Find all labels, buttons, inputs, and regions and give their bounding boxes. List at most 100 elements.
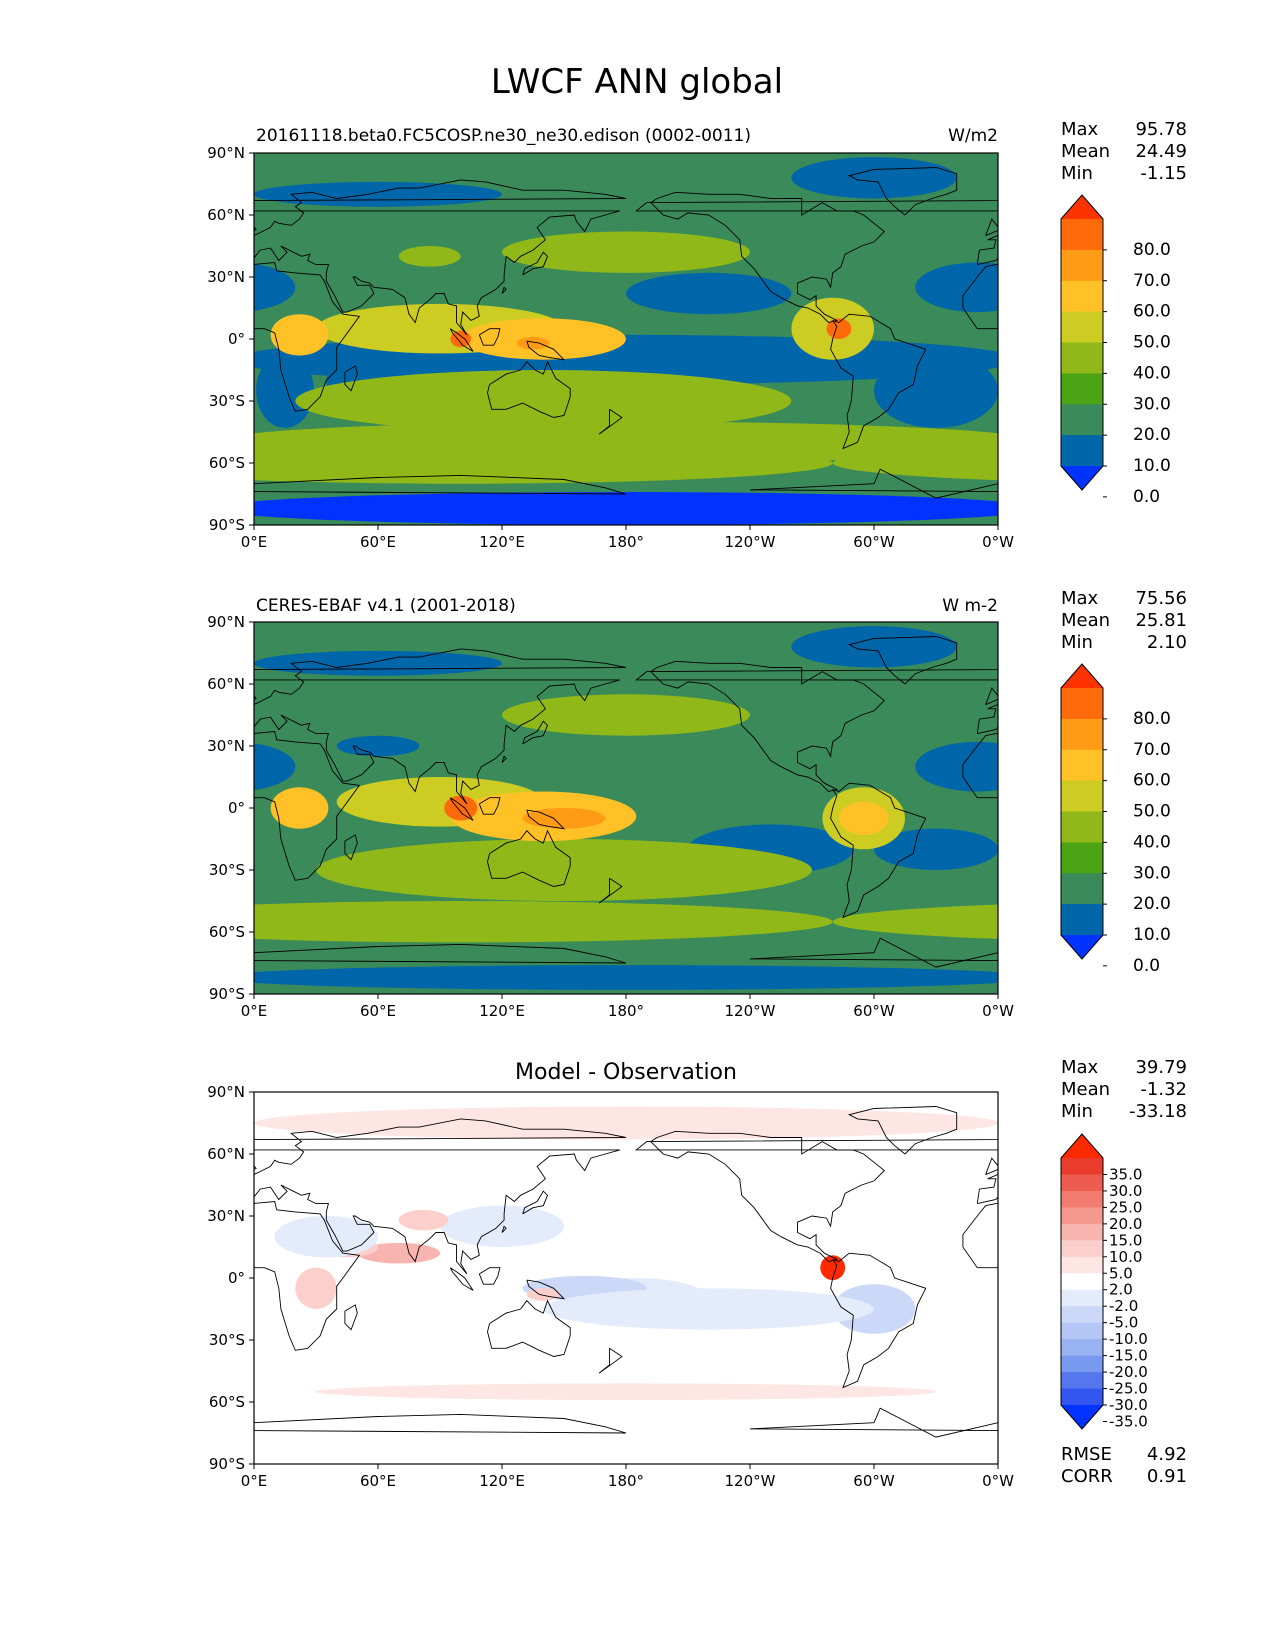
stat-rmse-value: 4.92 <box>1147 1444 1187 1465</box>
contour-region <box>1163 864 1275 897</box>
coastline <box>1271 341 1275 360</box>
coastline <box>449 797 474 821</box>
contour-region <box>1246 694 1275 735</box>
coastline <box>1232 362 1275 418</box>
colorbar-label: 50.0 <box>1133 333 1171 353</box>
colorbar-segment <box>1061 1355 1103 1373</box>
colorbar-label: 0.0 <box>1133 487 1160 507</box>
x-tick-label: 0°W <box>982 1002 1014 1020</box>
colorbar-segment <box>1061 749 1103 782</box>
contour-region <box>254 1106 998 1140</box>
contour-region <box>0 232 6 273</box>
y-tick-label: 60°N <box>207 206 245 224</box>
coastline <box>847 1106 958 1155</box>
colorbar-label: -25.0 <box>1109 1380 1148 1398</box>
coastline <box>344 365 358 392</box>
coastline <box>254 648 627 805</box>
panel-units: W m-2 <box>942 596 998 616</box>
coastline <box>526 340 566 361</box>
contour-region <box>1188 796 1221 821</box>
coastline <box>344 1304 358 1331</box>
stat-rmse-label: RMSE <box>1061 1444 1112 1465</box>
y-tick-label: 60°S <box>209 454 245 472</box>
colorbar-label: 15.0 <box>1109 1231 1142 1249</box>
colorbar-segment <box>1061 780 1103 812</box>
y-tick-label: 90°N <box>207 613 245 631</box>
stat-max-label: Max <box>1061 1057 1099 1078</box>
contour-region <box>526 1288 560 1301</box>
contour-region <box>254 433 296 452</box>
stat-min-value: -1.15 <box>1140 163 1187 184</box>
contour-region <box>1271 1288 1275 1300</box>
colorbar: 80.0 70.0 60.0 50.0 40.0 30.0 20.0 10.0 0.0 <box>1060 663 1171 976</box>
colorbar-label: 30.0 <box>1109 1182 1142 1200</box>
contour-region <box>295 1267 337 1310</box>
y-tick-label: 0° <box>228 1269 245 1287</box>
contour-region <box>76 1255 101 1280</box>
contour-region <box>254 501 296 516</box>
contour-region <box>0 820 47 845</box>
y-tick-label: 90°S <box>209 516 245 534</box>
stat-min-label: Min <box>1061 1101 1093 1122</box>
coastline <box>847 167 958 216</box>
colorbar-extend-top <box>1061 664 1103 688</box>
contour-region <box>1194 792 1275 842</box>
coastline <box>1267 252 1275 275</box>
contour-region <box>0 1107 254 1140</box>
panel-title: Model - Observation <box>515 1060 737 1085</box>
coastline <box>598 408 623 435</box>
contour-region <box>1261 337 1275 349</box>
x-tick-label: 0°E <box>241 1472 268 1490</box>
contour-region <box>95 802 145 835</box>
contour-region <box>256 353 314 428</box>
contour-region <box>398 245 461 267</box>
contour-region <box>791 626 957 668</box>
contour-region <box>1267 1276 1275 1301</box>
coastline <box>487 360 571 418</box>
stat-min-value: 2.10 <box>1147 632 1187 653</box>
coastline <box>650 660 885 792</box>
x-tick-label: 60°E <box>360 533 396 551</box>
colorbar-extend-top <box>1061 1134 1103 1158</box>
colorbar-label: -20.0 <box>1109 1363 1148 1381</box>
stats-block: Max 95.78 Mean 24.49 Min -1.15 <box>1061 119 1187 184</box>
coastline <box>254 262 361 412</box>
coastline <box>1194 329 1217 352</box>
coastline <box>749 1407 998 1438</box>
colorbar: 35.030.025.020.015.010.05.02.0-2.0-5.0-1… <box>1060 1133 1148 1430</box>
y-tick-label: 30°S <box>209 861 245 879</box>
contour-region <box>444 795 478 821</box>
contour-region <box>0 725 47 775</box>
contour-region <box>1184 1206 1275 1247</box>
coastlines <box>254 167 1275 499</box>
y-tick-label: 30°S <box>209 392 245 410</box>
coastline <box>1267 1191 1275 1214</box>
colorbar-label: 30.0 <box>1133 394 1171 414</box>
stats-block: Max 39.79 Mean -1.32 Min -33.18 <box>1061 1057 1187 1122</box>
colorbar-extend-bottom <box>1061 1405 1103 1429</box>
contour-region <box>130 354 254 428</box>
contour-region <box>440 1205 564 1248</box>
contour-region <box>1246 820 1275 845</box>
coastline <box>522 1190 549 1215</box>
coastline <box>830 313 927 450</box>
colorbar: 80.0 70.0 60.0 50.0 40.0 30.0 20.0 10.0 0.0 <box>1060 194 1171 507</box>
y-tick-label: 60°N <box>207 1145 245 1163</box>
contour-region <box>1246 232 1275 273</box>
colorbar-segment <box>1061 219 1103 251</box>
contour-region <box>254 743 296 791</box>
coastline <box>478 328 501 346</box>
colorbar-segment <box>1061 688 1103 720</box>
contour-region <box>956 433 998 452</box>
colorbar-segment <box>1061 1240 1103 1258</box>
x-tick-label: 0°W <box>982 1472 1014 1490</box>
contour-region <box>0 370 47 432</box>
colorbar-extend-bottom <box>1061 466 1103 490</box>
colorbar-segment <box>1061 1322 1103 1340</box>
coastline <box>598 1347 623 1374</box>
contour-region <box>915 741 998 792</box>
coastline <box>254 1201 361 1351</box>
coastline <box>1267 721 1275 744</box>
contour-region <box>89 1284 172 1334</box>
colorbar-label: 80.0 <box>1133 240 1171 260</box>
